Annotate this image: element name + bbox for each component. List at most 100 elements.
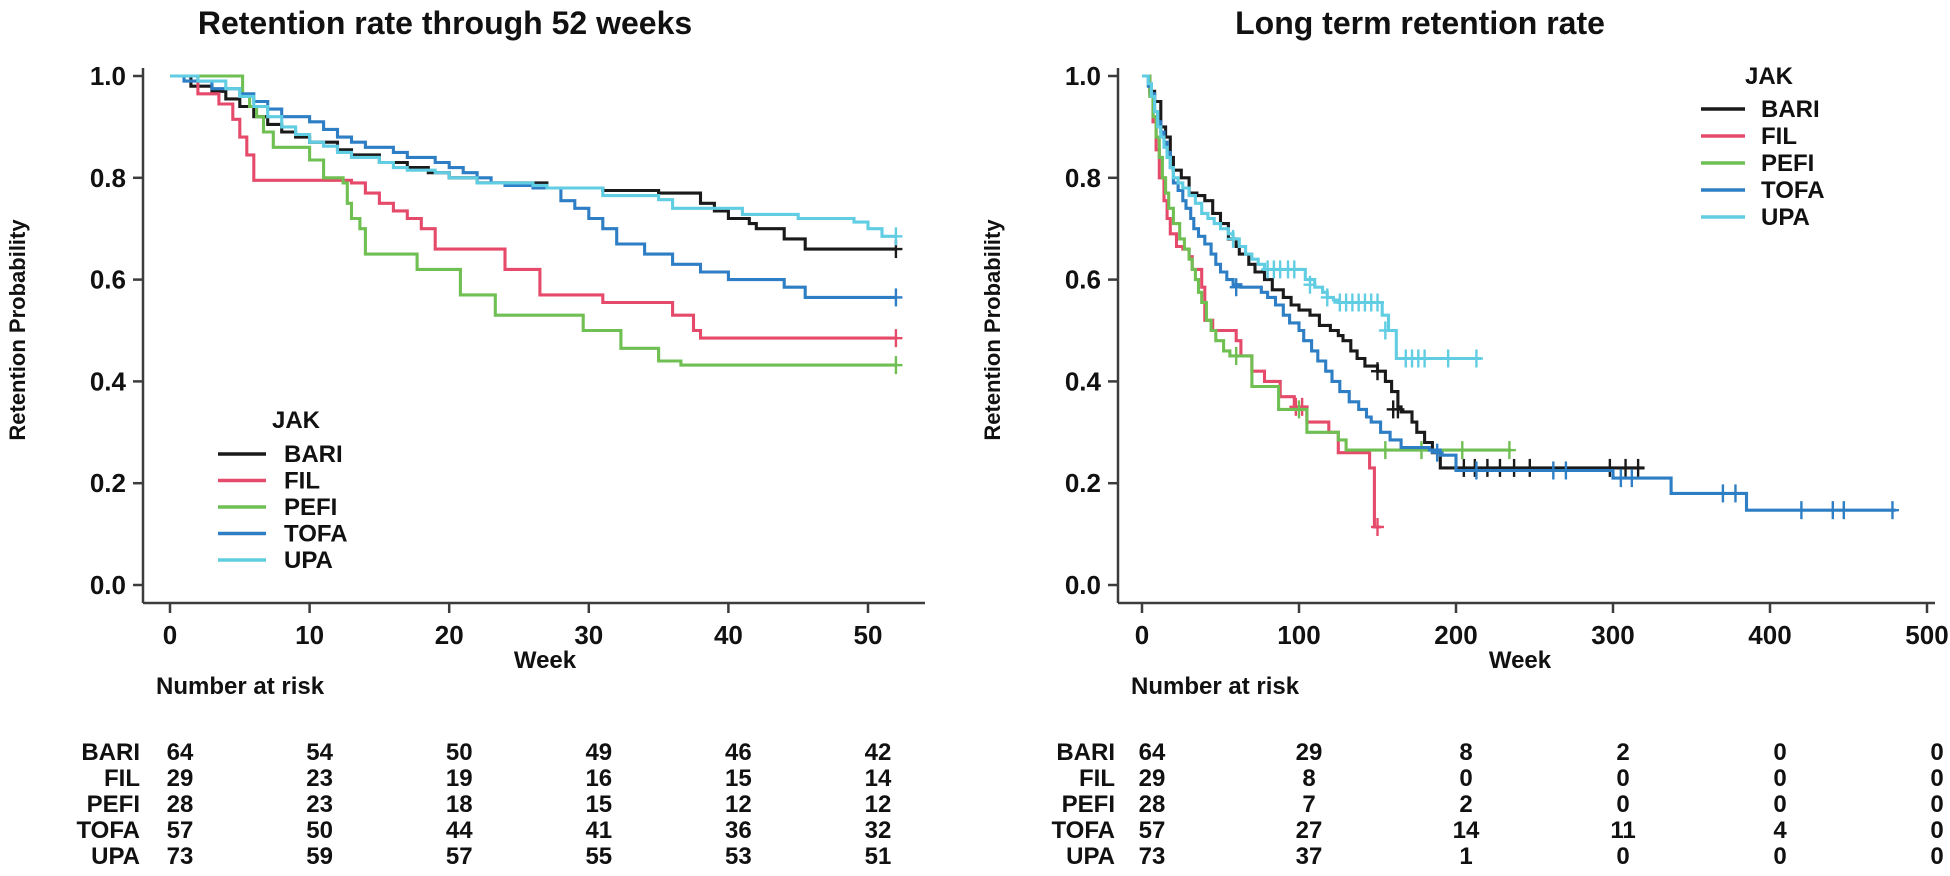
legend-label: PEFI [284,494,337,521]
censor-mark-PEFI [1378,441,1392,460]
risk-value: 23 [306,791,333,818]
risk-table-title: Number at risk [156,673,325,700]
censor-mark-TOFA [1546,461,1560,480]
censor-mark-TOFA [1794,501,1808,520]
legend-label: TOFA [1761,177,1825,204]
risk-table-title: Number at risk [1131,673,1300,700]
panel-long-term-retention: Long term retention rate Retention Probab… [975,0,1950,876]
km-curve-UPA [170,74,896,238]
risk-value: 73 [167,843,194,870]
legend-label: PEFI [1761,150,1814,177]
x-tick-label: 0 [1135,620,1149,650]
censor-mark-TOFA [1469,461,1483,480]
risk-value: 0 [1773,791,1786,818]
legend-item-UPA: UPA [1701,204,1810,231]
legend-item-BARI: BARI [1701,96,1820,123]
risk-row-label: PEFI [87,791,140,818]
risk-value: 29 [1139,765,1166,792]
legend-item-PEFI: PEFI [1701,150,1814,177]
censor-mark-TOFA [1728,484,1742,503]
x-tick-label: 0 [163,620,177,650]
risk-value: 42 [865,739,892,766]
censor-mark-PEFI [1229,346,1243,365]
risk-value: 0 [1773,765,1786,792]
risk-value: 7 [1302,791,1315,818]
risk-value: 0 [1616,765,1629,792]
risk-value: 28 [167,791,194,818]
risk-row-label: PEFI [1062,791,1115,818]
censor-mark-UPA [1469,349,1483,368]
risk-value: 0 [1930,765,1943,792]
risk-value: 57 [1139,817,1166,844]
risk-table-row: TOFA 57 50 44 41 36 32 [76,817,891,844]
risk-value: 0 [1930,843,1943,870]
risk-value: 54 [306,739,333,766]
censor-mark-UPA [1287,260,1301,279]
y-axis-label: Retention Probability [5,219,30,441]
y-tick-label: 0.4 [1065,366,1102,396]
censor-mark-BARI [1619,458,1633,477]
x-tick-label: 50 [854,620,883,650]
censor-mark-BARI [1391,400,1405,419]
risk-value: 11 [1610,817,1635,844]
risk-table-row: FIL 29 8 0 0 0 0 [1079,765,1944,792]
y-tick-label: 0.6 [1065,265,1101,295]
censor-mark-BARI [1480,458,1494,477]
censor-mark-UPA [1378,321,1392,340]
y-tick-label: 0.6 [90,265,126,295]
risk-row-label: FIL [1079,765,1115,792]
risk-value: 50 [446,739,473,766]
censor-mark-BARI [1523,458,1537,477]
censor-mark-TOFA [889,288,903,307]
legend-item-BARI: BARI [218,441,343,468]
legend-item-UPA: UPA [218,547,333,574]
risk-table-row: TOFA 57 27 14 11 4 0 [1051,817,1943,844]
legend-label: FIL [284,468,320,495]
censor-mark-FIL [889,329,903,348]
x-axis-label: Week [514,647,577,674]
risk-value: 2 [1459,791,1472,818]
risk-table-row: BARI 64 54 50 49 46 42 [81,739,891,766]
km-curve-PEFI [170,74,896,367]
censor-mark-PEFI [889,356,903,375]
censor-mark-BARI [1507,458,1521,477]
risk-value: 27 [1296,817,1323,844]
x-tick-label: 100 [1277,620,1320,650]
risk-value: 50 [306,817,333,844]
risk-value: 64 [167,739,194,766]
y-tick-label: 0.4 [90,366,127,396]
risk-value: 2 [1616,739,1629,766]
legend-item-PEFI: PEFI [218,494,337,521]
km-curve-TOFA [170,74,896,299]
risk-value: 57 [446,843,473,870]
y-tick-label: 1.0 [1065,61,1101,91]
risk-value: 49 [585,739,612,766]
y-tick-label: 0.0 [1065,570,1101,600]
risk-value: 37 [1296,843,1323,870]
risk-value: 44 [446,817,473,844]
risk-value: 0 [1930,739,1943,766]
km-plot-right: Long term retention rate Retention Probab… [980,5,1949,870]
censor-mark-UPA [1418,349,1432,368]
legend-item-FIL: FIL [218,468,320,495]
legend-label: UPA [1761,204,1810,231]
km-curve-FIL [170,74,896,340]
risk-value: 0 [1930,817,1943,844]
censor-mark-TOFA [1614,469,1628,488]
y-tick-label: 0.2 [90,468,126,498]
risk-value: 32 [865,817,892,844]
censor-mark-UPA [1441,349,1455,368]
legend-label: BARI [1761,96,1820,123]
censor-mark-TOFA [1826,501,1840,520]
censor-mark-UPA [1320,288,1334,307]
chart-title: Long term retention rate [1235,5,1605,41]
censor-mark-BARI [1603,458,1617,477]
risk-value: 46 [725,739,752,766]
risk-value: 19 [446,765,473,792]
risk-value: 15 [725,765,752,792]
censor-mark-TOFA [1885,501,1899,520]
